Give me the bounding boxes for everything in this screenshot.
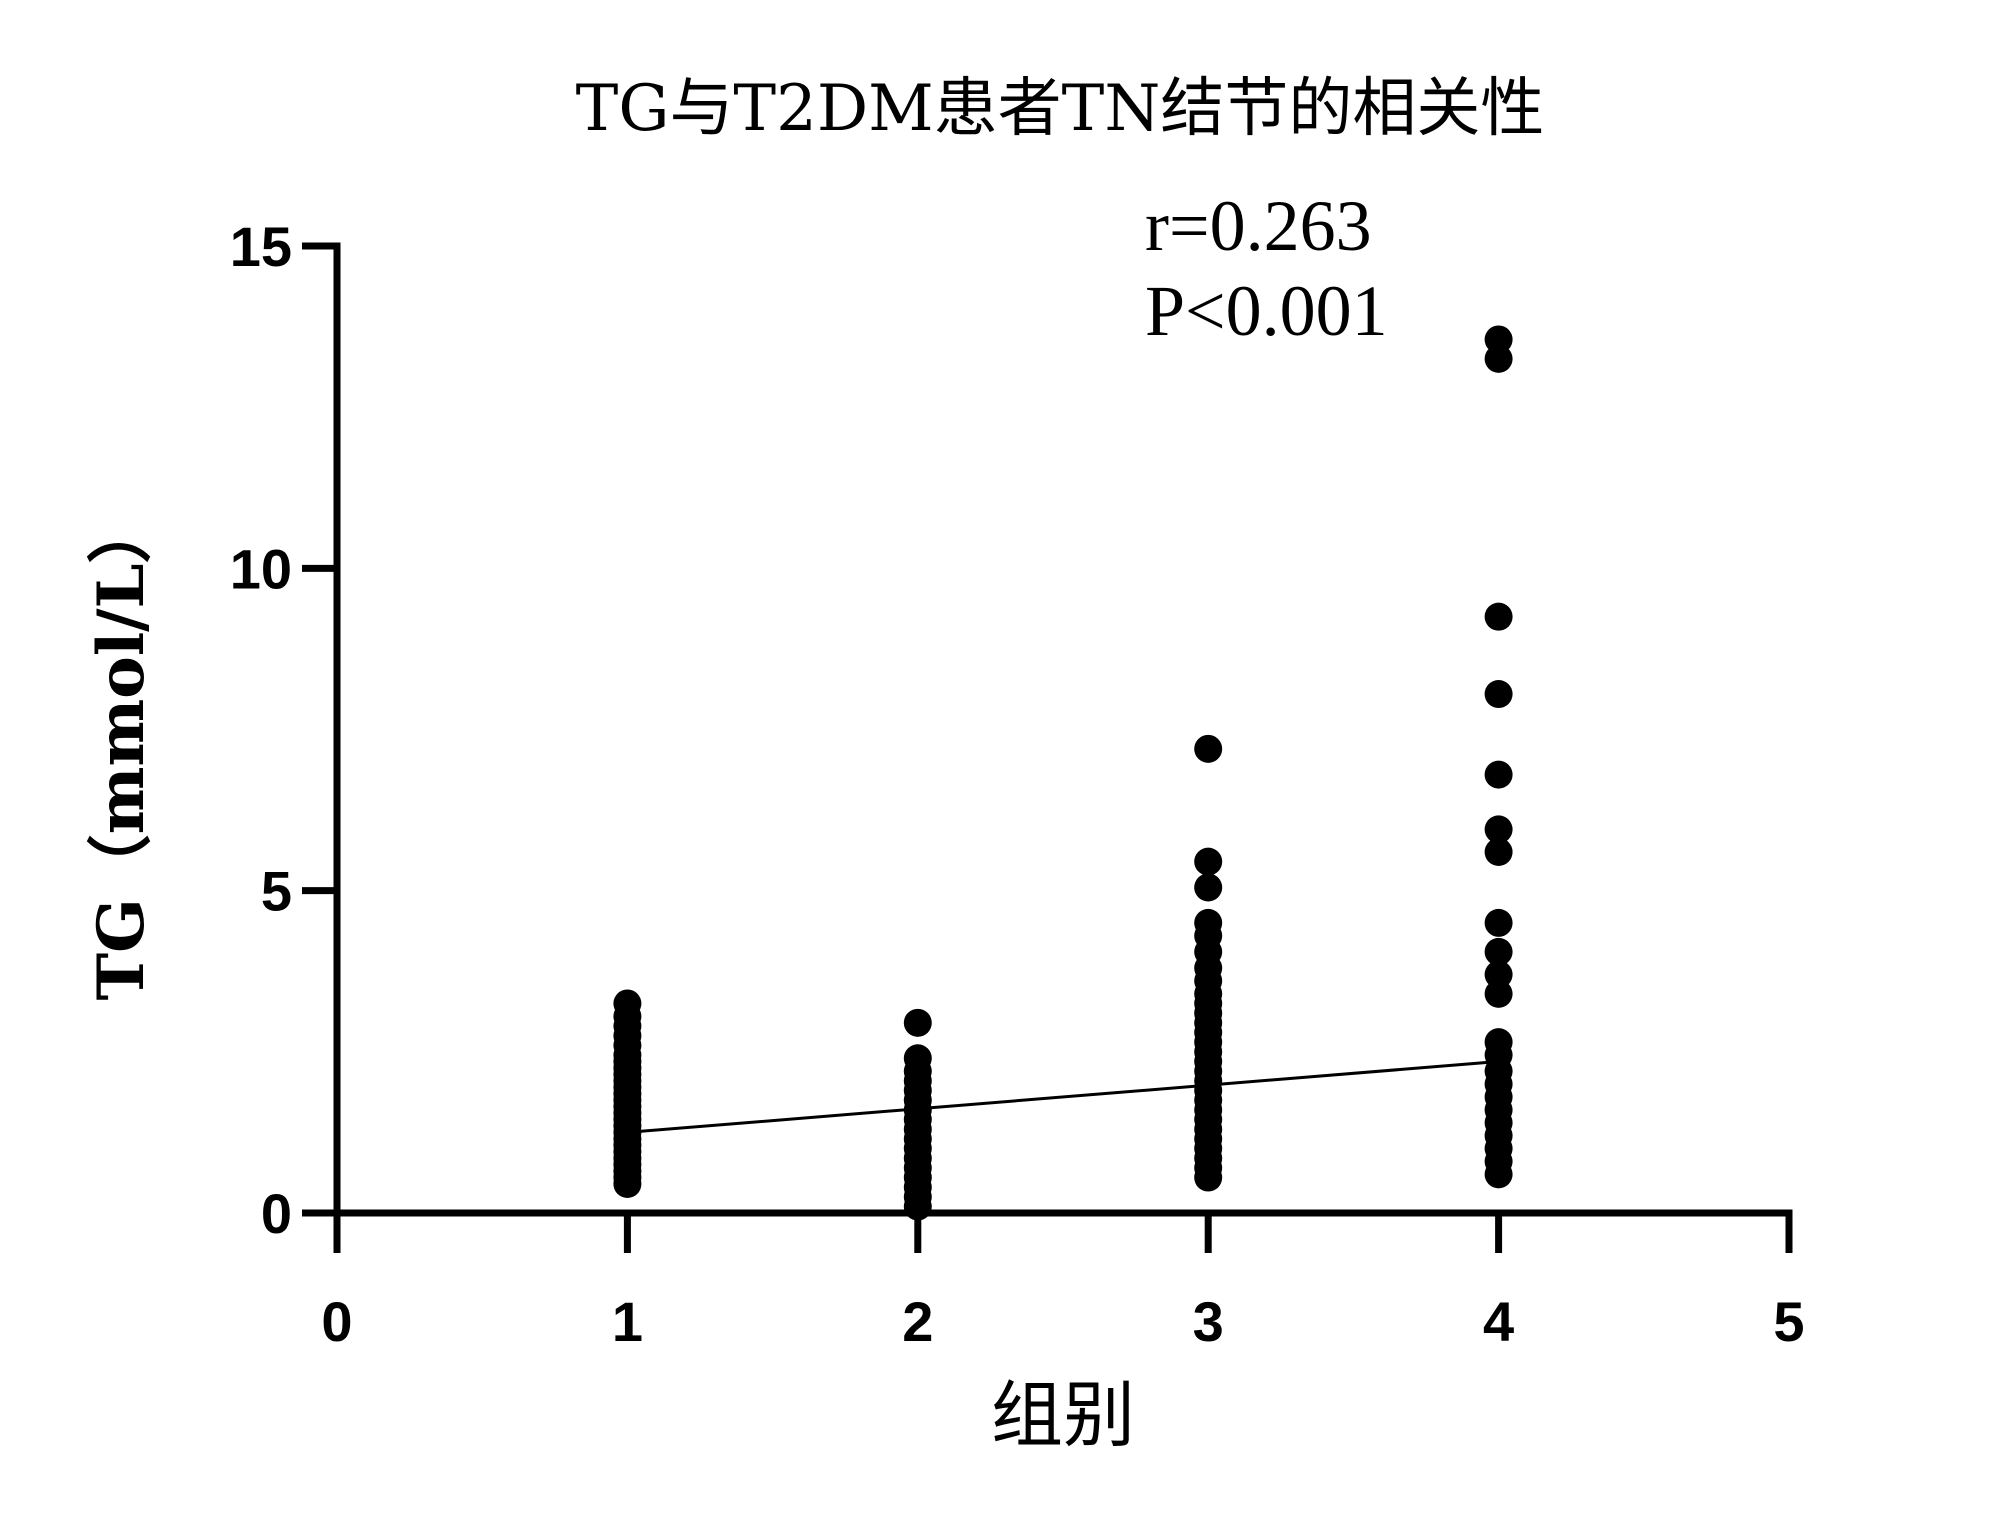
y-axis-label: TG（mmol/L）	[84, 499, 159, 1000]
x-tick-label: 4	[1483, 1290, 1514, 1353]
x-ticks: 0 1 2 3 4 5	[321, 1213, 1805, 1353]
data-point	[1484, 979, 1513, 1008]
y-tick-label: 15	[230, 215, 292, 278]
points-layer	[613, 325, 1513, 1221]
data-point	[1484, 908, 1513, 937]
x-tick-label: 2	[902, 1290, 933, 1353]
data-point	[1194, 908, 1223, 937]
y-tick-label: 0	[261, 1182, 292, 1245]
y-tick-label: 5	[261, 860, 292, 923]
chart-title: TG与T2DM患者TN结节的相关性	[576, 72, 1545, 146]
data-point	[1194, 847, 1223, 876]
data-point	[1194, 873, 1223, 902]
x-tick-label: 3	[1193, 1290, 1224, 1353]
y-tick-label: 10	[230, 537, 292, 600]
data-point	[1484, 760, 1513, 789]
data-point	[613, 989, 642, 1018]
x-axis-label: 组别	[991, 1373, 1135, 1457]
data-point	[1484, 680, 1513, 709]
data-point	[1194, 734, 1223, 763]
annotation-p: P<0.001	[1145, 271, 1388, 351]
data-point	[1484, 602, 1513, 631]
x-tick-label: 0	[321, 1290, 352, 1353]
data-point	[1484, 837, 1513, 866]
data-point	[1484, 960, 1513, 989]
data-point	[1484, 815, 1513, 844]
data-point	[903, 1008, 932, 1037]
regression-line-layer	[627, 1060, 1499, 1134]
x-tick-label: 5	[1773, 1290, 1804, 1353]
annotation-r: r=0.263	[1145, 186, 1372, 266]
data-point	[1484, 937, 1513, 966]
data-point	[1484, 325, 1513, 354]
y-ticks: 0 5 10 15	[230, 215, 337, 1245]
regression-line	[627, 1060, 1499, 1134]
data-point	[1484, 344, 1513, 373]
data-point	[903, 1044, 932, 1073]
data-point	[1484, 1028, 1513, 1057]
x-tick-label: 1	[612, 1290, 643, 1353]
